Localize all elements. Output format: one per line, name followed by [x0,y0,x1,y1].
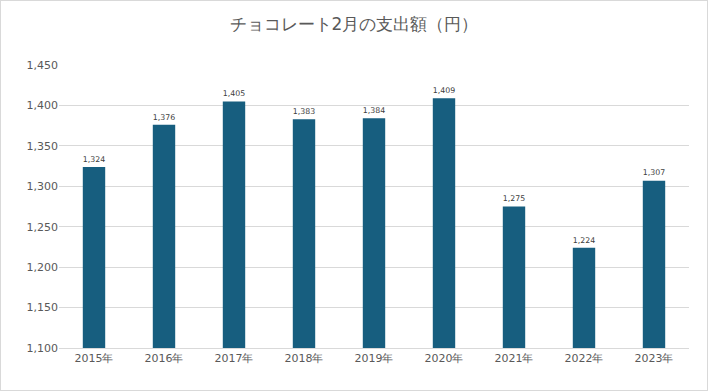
svg-text:1,384: 1,384 [363,106,385,115]
svg-text:1,307: 1,307 [643,168,665,177]
svg-text:1,300: 1,300 [27,180,59,193]
svg-text:1,350: 1,350 [27,140,59,153]
svg-text:1,400: 1,400 [27,99,59,112]
svg-text:2017年: 2017年 [215,352,254,365]
svg-text:2022年: 2022年 [565,352,604,365]
svg-text:2019年: 2019年 [355,352,394,365]
svg-text:1,100: 1,100 [27,342,59,355]
svg-text:2020年: 2020年 [425,352,464,365]
svg-text:1,450: 1,450 [27,59,59,72]
svg-text:2021年: 2021年 [495,352,534,365]
svg-text:2015年: 2015年 [75,352,114,365]
svg-text:1,224: 1,224 [573,236,595,245]
svg-text:1,383: 1,383 [293,107,315,116]
svg-text:1,324: 1,324 [83,155,105,164]
svg-text:1,150: 1,150 [27,301,59,314]
svg-text:1,250: 1,250 [27,221,59,234]
svg-text:1,405: 1,405 [223,89,245,98]
svg-text:1,200: 1,200 [27,261,59,274]
svg-text:1,376: 1,376 [153,113,175,122]
svg-text:1,409: 1,409 [433,86,455,95]
svg-text:2016年: 2016年 [145,352,184,365]
svg-text:チョコレート2月の支出額（円）: チョコレート2月の支出額（円） [230,14,479,34]
svg-text:2023年: 2023年 [635,352,674,365]
svg-text:2018年: 2018年 [285,352,324,365]
svg-text:1,275: 1,275 [503,194,525,203]
